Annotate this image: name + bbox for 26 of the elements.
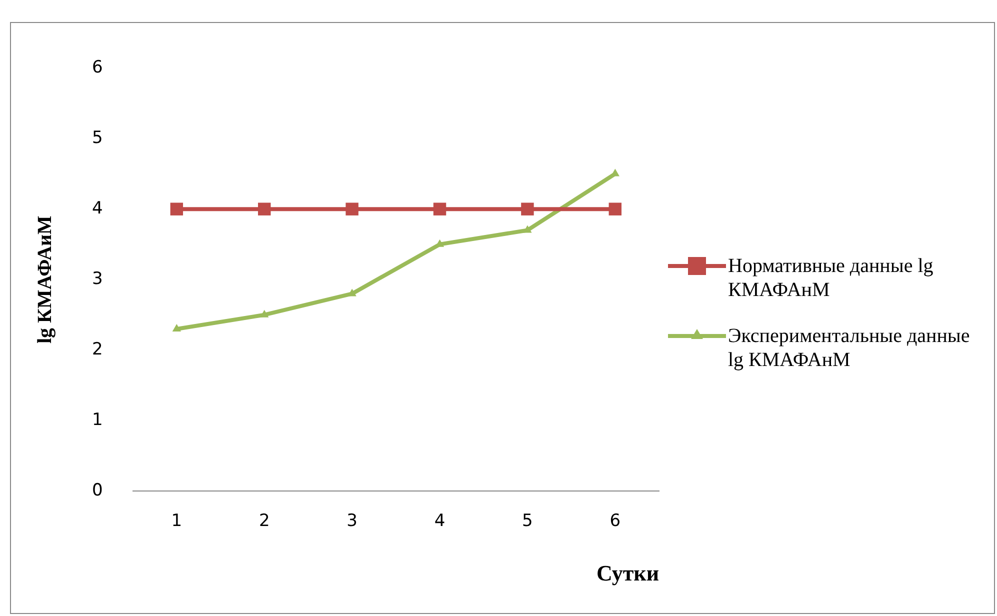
point: [260, 310, 269, 318]
y-tick-label: 0: [92, 480, 103, 501]
point: [170, 202, 184, 216]
point: [608, 202, 622, 216]
x-tick-label: 1: [171, 510, 182, 531]
y-axis-title: lg КМАФАиМ: [34, 216, 56, 344]
y-tick-label: 3: [92, 269, 103, 290]
x-tick-label: 3: [346, 510, 358, 531]
legend-label: Экспериментальные данные lg КМАФАнМ: [728, 325, 970, 371]
point: [172, 324, 181, 332]
x-axis-title: Сутки: [596, 560, 660, 586]
x-tick-label: 2: [258, 510, 270, 531]
legend-label: Нормативные данные lg КМАФАнМ: [728, 255, 934, 301]
y-tick-label: 6: [92, 57, 103, 78]
point: [521, 202, 534, 216]
x-tick-label: 4: [434, 510, 446, 531]
point: [523, 225, 532, 233]
y-tick-label: 2: [92, 340, 103, 360]
point: [258, 202, 271, 216]
point: [346, 202, 358, 216]
point: [433, 202, 446, 216]
x-tick-label: 6: [610, 510, 621, 531]
y-tick-label: 1: [92, 410, 103, 430]
y-tick-label: 5: [92, 128, 103, 148]
y-tick-label: 4: [92, 198, 103, 218]
x-tick-label: 5: [522, 510, 533, 531]
